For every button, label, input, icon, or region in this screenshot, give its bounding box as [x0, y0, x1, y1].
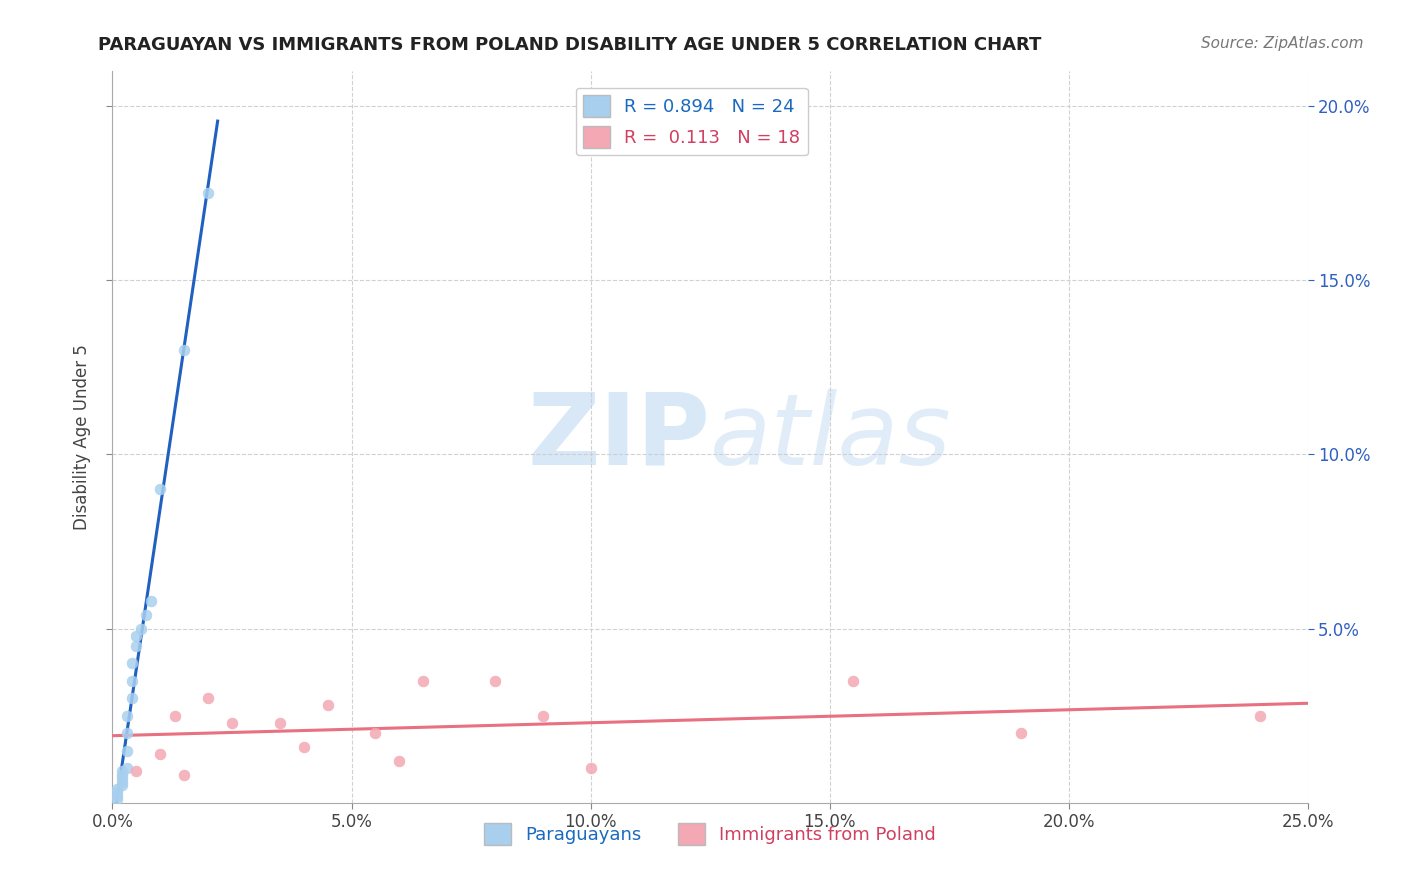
Point: [115, 743, 138, 757]
Point: [139, 594, 162, 608]
Point: [197, 186, 219, 201]
Text: PARAGUAYAN VS IMMIGRANTS FROM POLAND DISABILITY AGE UNDER 5 CORRELATION CHART: PARAGUAYAN VS IMMIGRANTS FROM POLAND DIS…: [98, 36, 1042, 54]
Point: [173, 768, 195, 782]
Point: [105, 789, 128, 803]
Point: [115, 726, 138, 740]
Point: [1010, 726, 1032, 740]
Point: [364, 726, 387, 740]
Point: [111, 764, 134, 779]
Point: [125, 629, 148, 643]
Point: [173, 343, 195, 357]
Point: [484, 673, 506, 688]
Legend: Paraguayans, Immigrants from Poland: Paraguayans, Immigrants from Poland: [477, 816, 943, 852]
Point: [115, 708, 138, 723]
Text: Source: ZipAtlas.com: Source: ZipAtlas.com: [1201, 36, 1364, 51]
Point: [531, 708, 554, 723]
Text: atlas: atlas: [710, 389, 952, 485]
Point: [111, 772, 134, 786]
Point: [163, 708, 186, 723]
Point: [111, 778, 134, 792]
Point: [121, 691, 143, 706]
Point: [105, 781, 128, 796]
Point: [135, 607, 157, 622]
Point: [111, 768, 134, 782]
Point: [149, 483, 172, 497]
Point: [292, 740, 315, 755]
Point: [105, 792, 128, 806]
Point: [412, 673, 434, 688]
Point: [221, 715, 243, 730]
Point: [125, 639, 148, 653]
Point: [115, 761, 138, 775]
Point: [111, 775, 134, 789]
Point: [579, 761, 602, 775]
Text: ZIP: ZIP: [527, 389, 710, 485]
Point: [125, 764, 148, 779]
Point: [269, 715, 291, 730]
Point: [121, 673, 143, 688]
Point: [197, 691, 219, 706]
Point: [388, 754, 411, 768]
Point: [105, 785, 128, 799]
Point: [316, 698, 339, 713]
Point: [1249, 708, 1271, 723]
Point: [121, 657, 143, 671]
Point: [129, 622, 152, 636]
Y-axis label: Disability Age Under 5: Disability Age Under 5: [73, 344, 91, 530]
Point: [149, 747, 172, 761]
Point: [842, 673, 865, 688]
